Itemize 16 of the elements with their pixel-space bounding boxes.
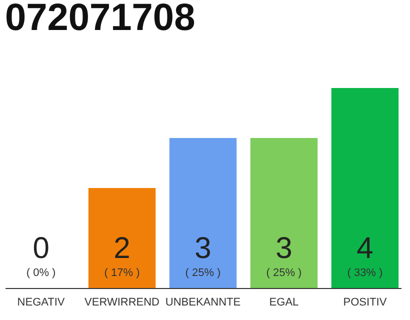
data-label: 4 (356, 232, 374, 265)
x-tick-label: POSITIV (343, 296, 388, 308)
data-label: 3 (194, 232, 212, 265)
annotation: ( 0% ) (26, 267, 56, 279)
data-label: 2 (114, 232, 130, 265)
annotation: ( 33% ) (347, 267, 383, 279)
annotation: ( 25% ) (266, 267, 302, 279)
annotation: ( 25% ) (185, 267, 221, 279)
annotation: ( 17% ) (104, 267, 140, 279)
data-label: 3 (276, 232, 292, 265)
x-tick-label: VERWIRREND (84, 296, 160, 308)
x-tick-label: NEGATIV (17, 296, 66, 308)
data-label: 0 (32, 232, 50, 265)
x-tick-label: UNBEKANNTE (165, 296, 241, 308)
x-tick-label: EGAL (269, 296, 299, 308)
chart-title: 072071708 (5, 0, 196, 39)
